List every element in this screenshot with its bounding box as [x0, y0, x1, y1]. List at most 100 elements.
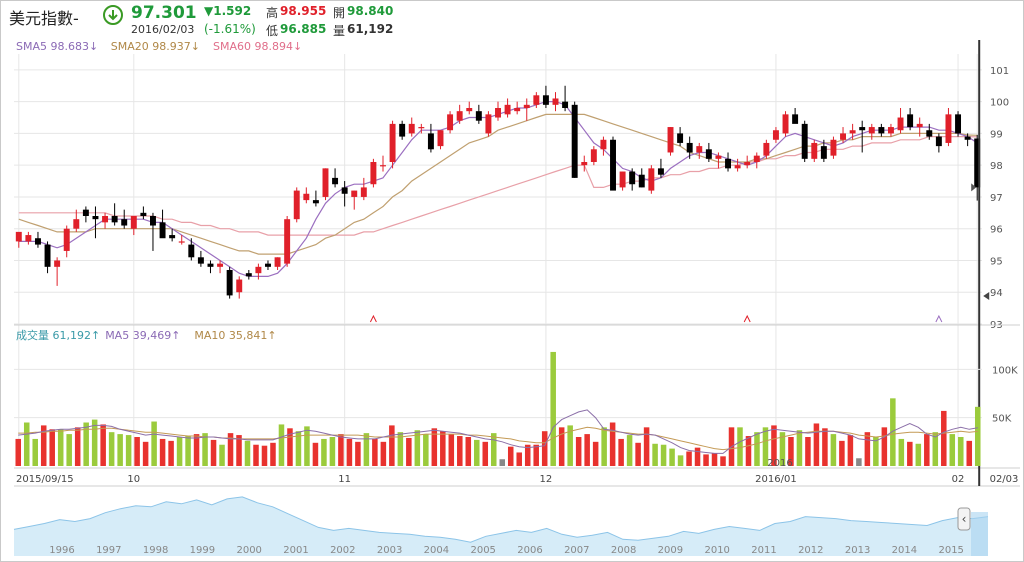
volume-bar — [516, 452, 522, 466]
candle-body — [782, 114, 789, 134]
candle-body — [552, 98, 559, 105]
volume-bar — [159, 438, 166, 466]
x-axis-label: 12 — [540, 474, 553, 485]
volume-bar — [406, 437, 412, 466]
volume-bar — [575, 437, 582, 466]
navigator-year-label: 2008 — [611, 545, 636, 556]
candle-body — [868, 127, 875, 134]
sma-legend: SMA60 98.894↓ — [213, 40, 302, 53]
candle-body — [811, 142, 818, 159]
candle-body — [533, 95, 540, 105]
x-axis-label: 11 — [338, 474, 351, 485]
candle-body — [178, 241, 185, 243]
volume-legend: MA5 39,469↑ — [105, 329, 180, 342]
navigator-year-label: 1999 — [190, 545, 215, 556]
navigator-year-label: 2009 — [658, 545, 683, 556]
volume-bar — [15, 438, 22, 466]
candle-body — [389, 123, 396, 162]
volume-legend: MA10 35,841↑ — [194, 329, 276, 342]
volume-bar — [873, 437, 879, 466]
index-title: 美元指數- — [9, 9, 79, 28]
candle-body — [840, 133, 847, 140]
candle-body — [801, 123, 808, 159]
volume-bar — [822, 428, 828, 466]
volume-bar — [847, 435, 854, 466]
volume-bar — [151, 421, 157, 466]
volume-bar — [397, 432, 404, 466]
volume-bar — [584, 434, 590, 466]
candle-body — [562, 101, 569, 108]
candle-body — [887, 127, 894, 134]
candle-body — [121, 219, 128, 226]
volume-bar — [490, 433, 497, 466]
volume-bar — [890, 398, 896, 466]
candle-body — [772, 130, 779, 140]
navigator-year-label: 2005 — [470, 545, 495, 556]
volume-bar — [49, 429, 55, 466]
volume-bar — [474, 439, 480, 466]
volume-bar — [839, 440, 845, 466]
volume-bar — [74, 427, 81, 466]
volume-bar — [202, 433, 208, 466]
volume-bar — [618, 438, 624, 466]
volume-bar — [338, 434, 344, 466]
volume-bar — [711, 453, 718, 466]
volume-bar — [958, 437, 964, 466]
navigator-year-label: 2003 — [377, 545, 402, 556]
candle-body — [610, 139, 616, 191]
candle-body — [897, 117, 904, 131]
signal-marker — [743, 314, 751, 323]
candle-body — [514, 108, 521, 112]
volume-bar — [813, 423, 820, 466]
candle-body — [475, 111, 482, 121]
price-y-tick: 100 — [990, 98, 1009, 109]
volume-bar — [771, 425, 777, 466]
candle-body — [696, 146, 703, 153]
candle-body — [437, 130, 444, 147]
candle-body — [792, 114, 799, 124]
volume-bar — [609, 422, 616, 466]
candle-body — [226, 270, 233, 296]
volume-bar — [431, 428, 438, 466]
volume-bar — [40, 425, 47, 466]
volume-bar — [389, 425, 395, 466]
volume-bar — [329, 437, 336, 466]
price-y-tick: 101 — [990, 66, 1009, 77]
candle-body — [360, 187, 367, 197]
volume-bar — [703, 454, 709, 466]
navigator-year-label: 1996 — [49, 545, 74, 556]
candle-body — [907, 114, 914, 128]
price-y-tick: 98 — [990, 161, 1003, 172]
volume-bar — [219, 444, 225, 466]
volume-year-label: 2016 — [767, 458, 792, 469]
candle-body — [935, 136, 942, 147]
candle-body — [293, 190, 300, 220]
price-y-tick: 96 — [990, 225, 1003, 236]
volume-bar — [635, 442, 641, 466]
volume-bar — [100, 424, 106, 466]
candle-body — [648, 168, 655, 191]
candle-body — [734, 165, 741, 169]
candle-body — [140, 212, 147, 216]
candle-body — [657, 168, 664, 175]
candle-body — [466, 108, 473, 112]
volume-bar — [346, 438, 353, 466]
sma60-line — [18, 136, 978, 236]
x-axis-label: 2015/09/15 — [16, 474, 74, 485]
candle-body — [380, 165, 386, 167]
volume-bar — [550, 351, 556, 466]
pan-arrow-icon — [983, 292, 990, 300]
volume-bar — [669, 448, 675, 466]
volume-bar — [541, 431, 548, 466]
candle-body — [820, 146, 827, 159]
volume-ma5-line — [18, 409, 978, 454]
volume-bar — [805, 437, 811, 466]
candle-body — [217, 263, 224, 267]
candle-body — [418, 127, 425, 129]
candle-body — [945, 114, 952, 143]
volume-bar — [864, 432, 871, 466]
volume-bar — [915, 443, 922, 466]
candle-body — [744, 162, 751, 166]
candle-body — [351, 190, 358, 197]
